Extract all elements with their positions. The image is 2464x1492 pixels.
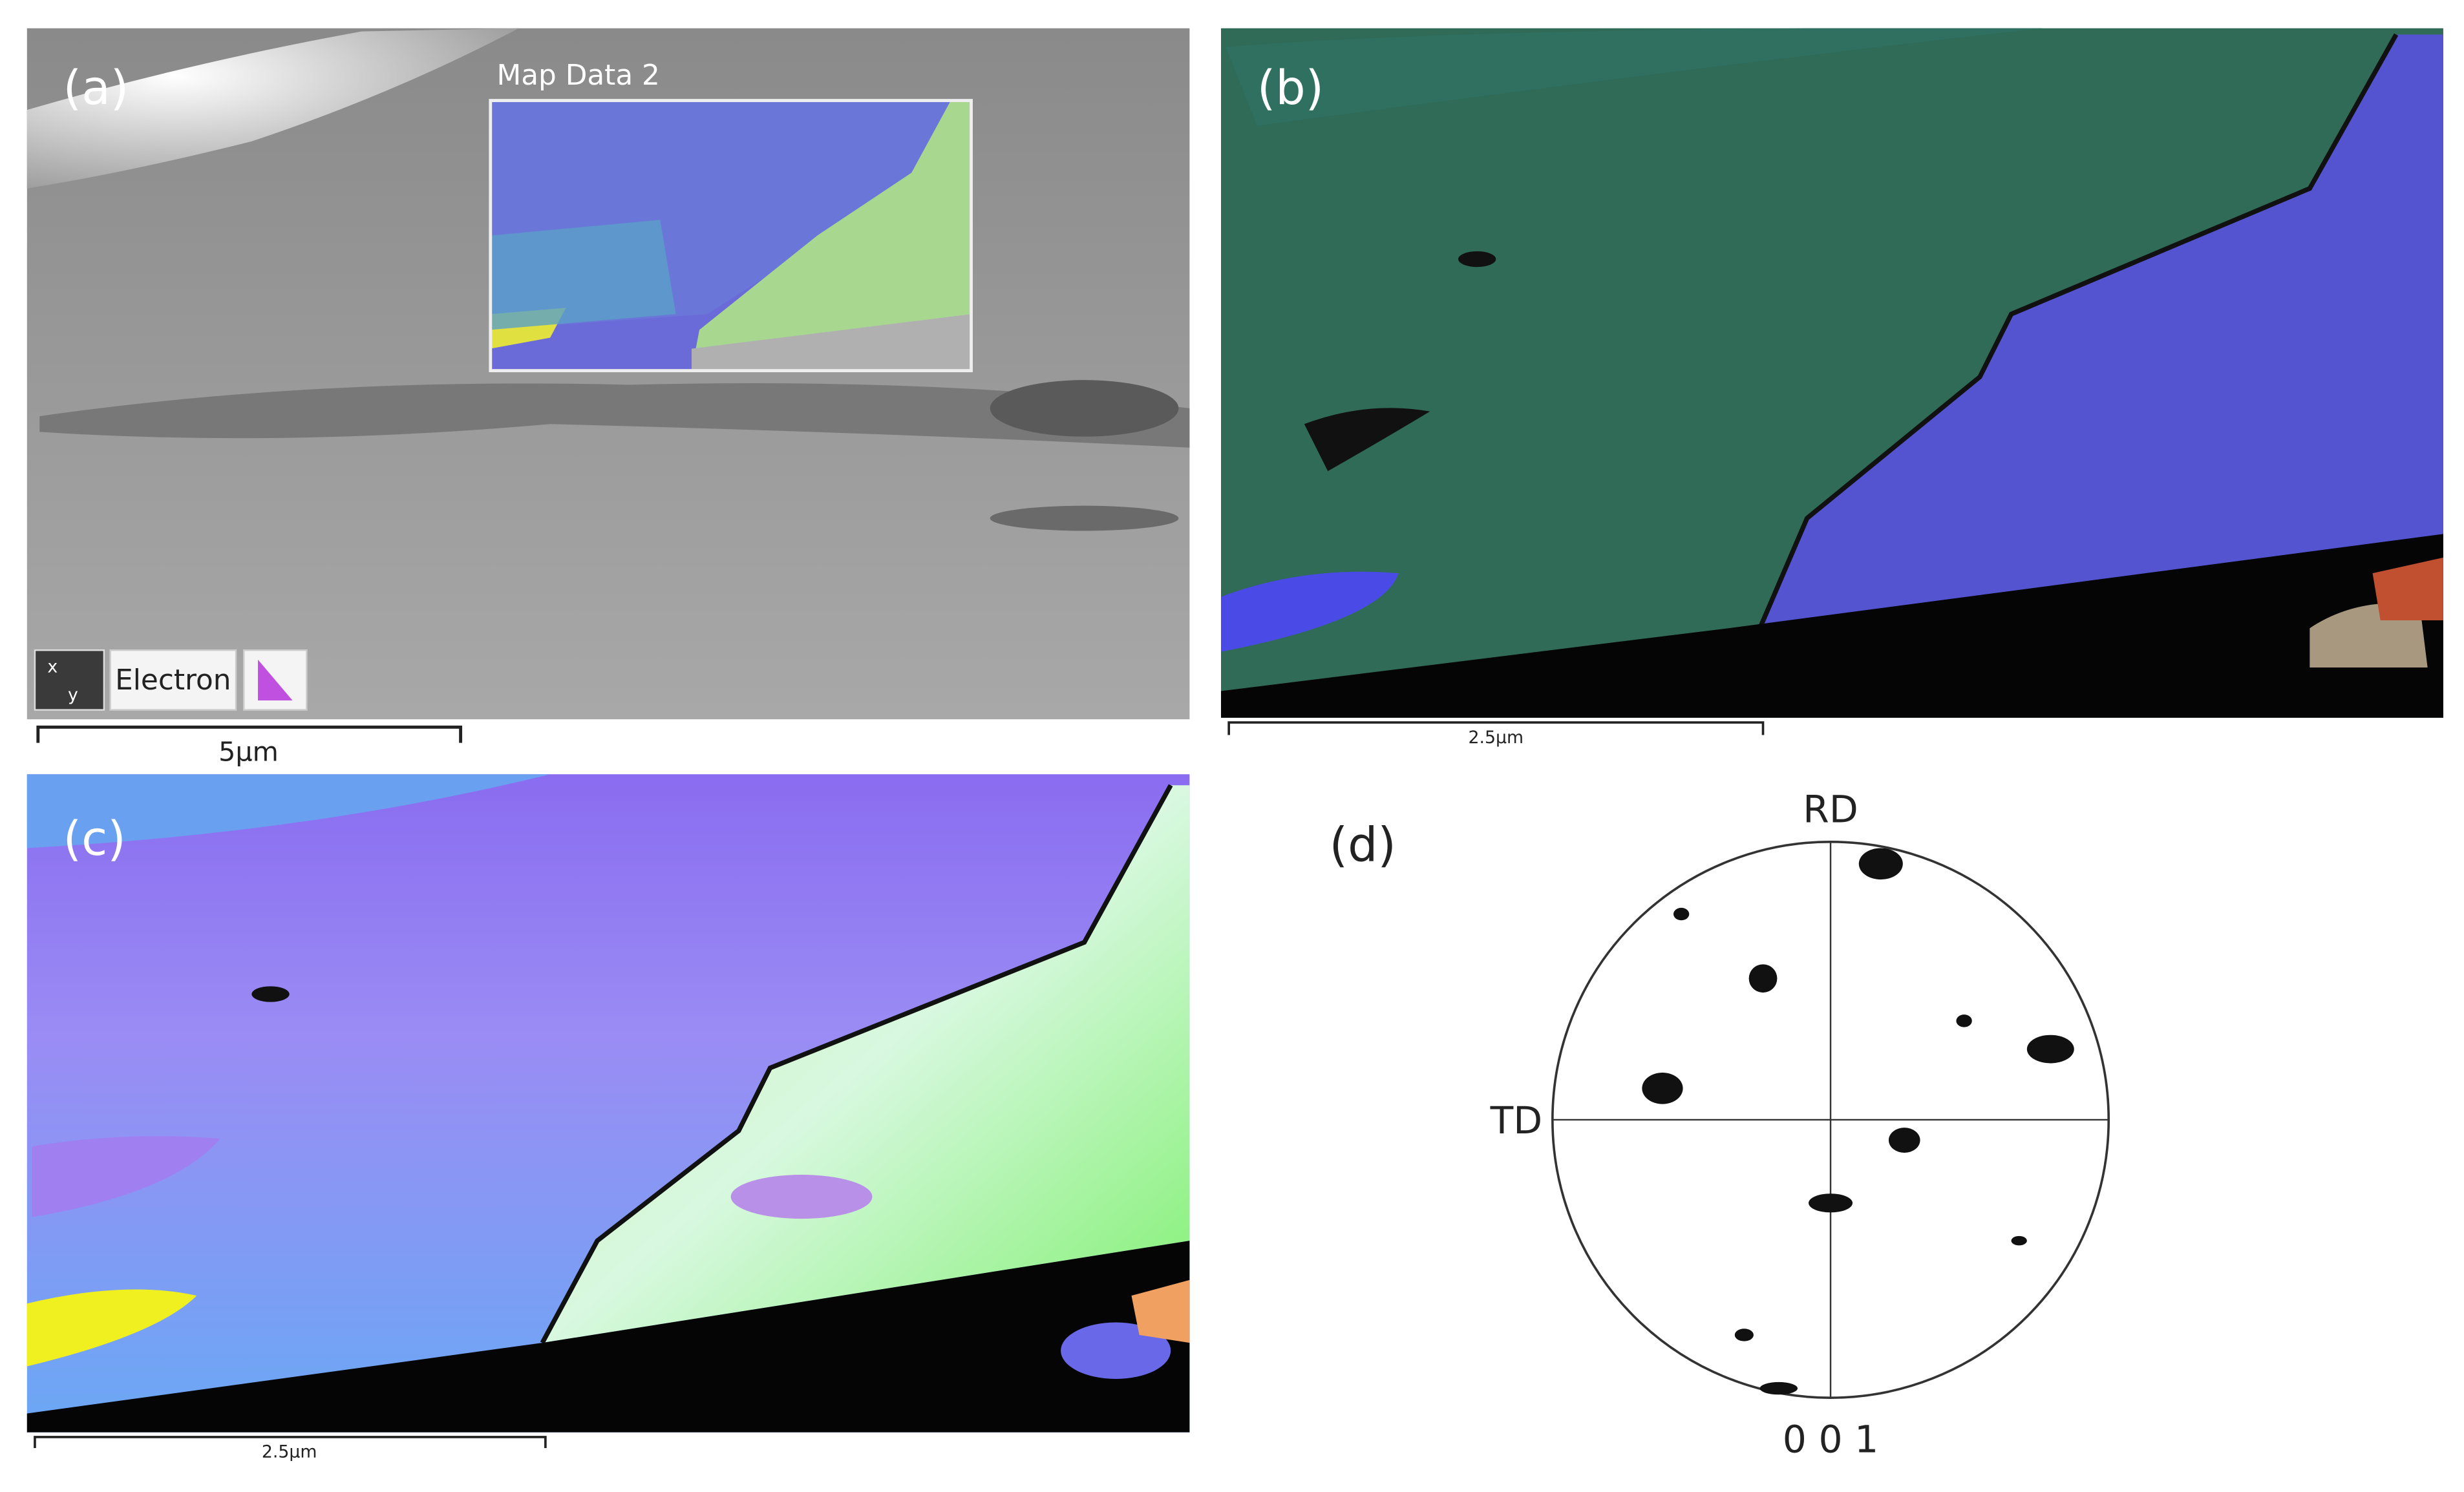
electron-button (109, 649, 237, 711)
ipf-triangle (258, 659, 293, 701)
axis-icon (34, 649, 105, 711)
scale-label: 5µm (218, 737, 279, 768)
panel-label: (d) (1330, 817, 1396, 872)
grain (1220, 571, 1399, 652)
grain (542, 785, 1190, 1343)
grain (1061, 1322, 1171, 1380)
pole (2011, 1235, 2027, 1246)
grain (27, 774, 551, 848)
panel-c: (c) 2.5µm (27, 774, 1190, 1462)
scale-bar (34, 1436, 547, 1448)
pole (1759, 1382, 1798, 1395)
map-frame (489, 99, 973, 373)
grain-boundary (540, 784, 1173, 1344)
panel-a: (a) Map Data 2 x y Electron 5µm (27, 28, 1190, 768)
pore (251, 986, 290, 1002)
rd-label: RD (1803, 788, 1858, 832)
bright-region (27, 28, 519, 189)
panel-label: (c) (63, 812, 126, 867)
grain (490, 220, 676, 330)
pole (1642, 1073, 1683, 1104)
scale-label: 2.5µm (262, 1442, 317, 1462)
poles (1642, 848, 2074, 1395)
scale-bar (36, 725, 463, 743)
pole (1673, 907, 1690, 921)
dark-streak (39, 383, 1190, 448)
pore (1304, 408, 1430, 472)
dark-feature (990, 380, 1179, 437)
pole (1809, 1193, 1853, 1213)
grain (1131, 1279, 1190, 1343)
grain-boundary (1758, 33, 2399, 629)
panel-label: (b) (1257, 61, 1324, 116)
pole (1888, 1128, 1920, 1153)
grain (1759, 34, 2443, 629)
td-label: TD (1490, 1098, 1543, 1142)
unindexed (27, 1241, 1190, 1433)
grain (32, 1136, 220, 1217)
overlay-title: Map Data 2 (497, 59, 660, 92)
panel-d: (d) RD TD 0 0 1 (1330, 788, 2110, 1461)
panel-b: (b) 2.5µm (1220, 28, 2443, 748)
pole (1956, 1014, 1972, 1027)
map-overlay (489, 99, 973, 373)
electron-label: Electron (115, 664, 231, 697)
dark-feature (990, 505, 1179, 531)
grain (2372, 557, 2443, 621)
pore (1458, 251, 1496, 268)
unindexed (691, 314, 972, 371)
toolbar: x y Electron (34, 649, 308, 711)
unindexed (1220, 534, 2443, 718)
grain (691, 100, 972, 371)
pole (1734, 1329, 1754, 1341)
plane-label: 0 0 1 (1783, 1417, 1878, 1461)
scale-bar (1227, 721, 1765, 735)
axis-x: x (47, 657, 58, 677)
scale-label: 2.5µm (1469, 728, 1524, 748)
pole (1748, 964, 1778, 993)
pole (1858, 848, 1903, 880)
grain (730, 1175, 873, 1219)
grain (27, 1289, 197, 1367)
axis-y: y (68, 685, 78, 705)
grain (1226, 28, 2043, 126)
pole (2026, 1035, 2074, 1064)
panel-label: (a) (63, 61, 129, 116)
